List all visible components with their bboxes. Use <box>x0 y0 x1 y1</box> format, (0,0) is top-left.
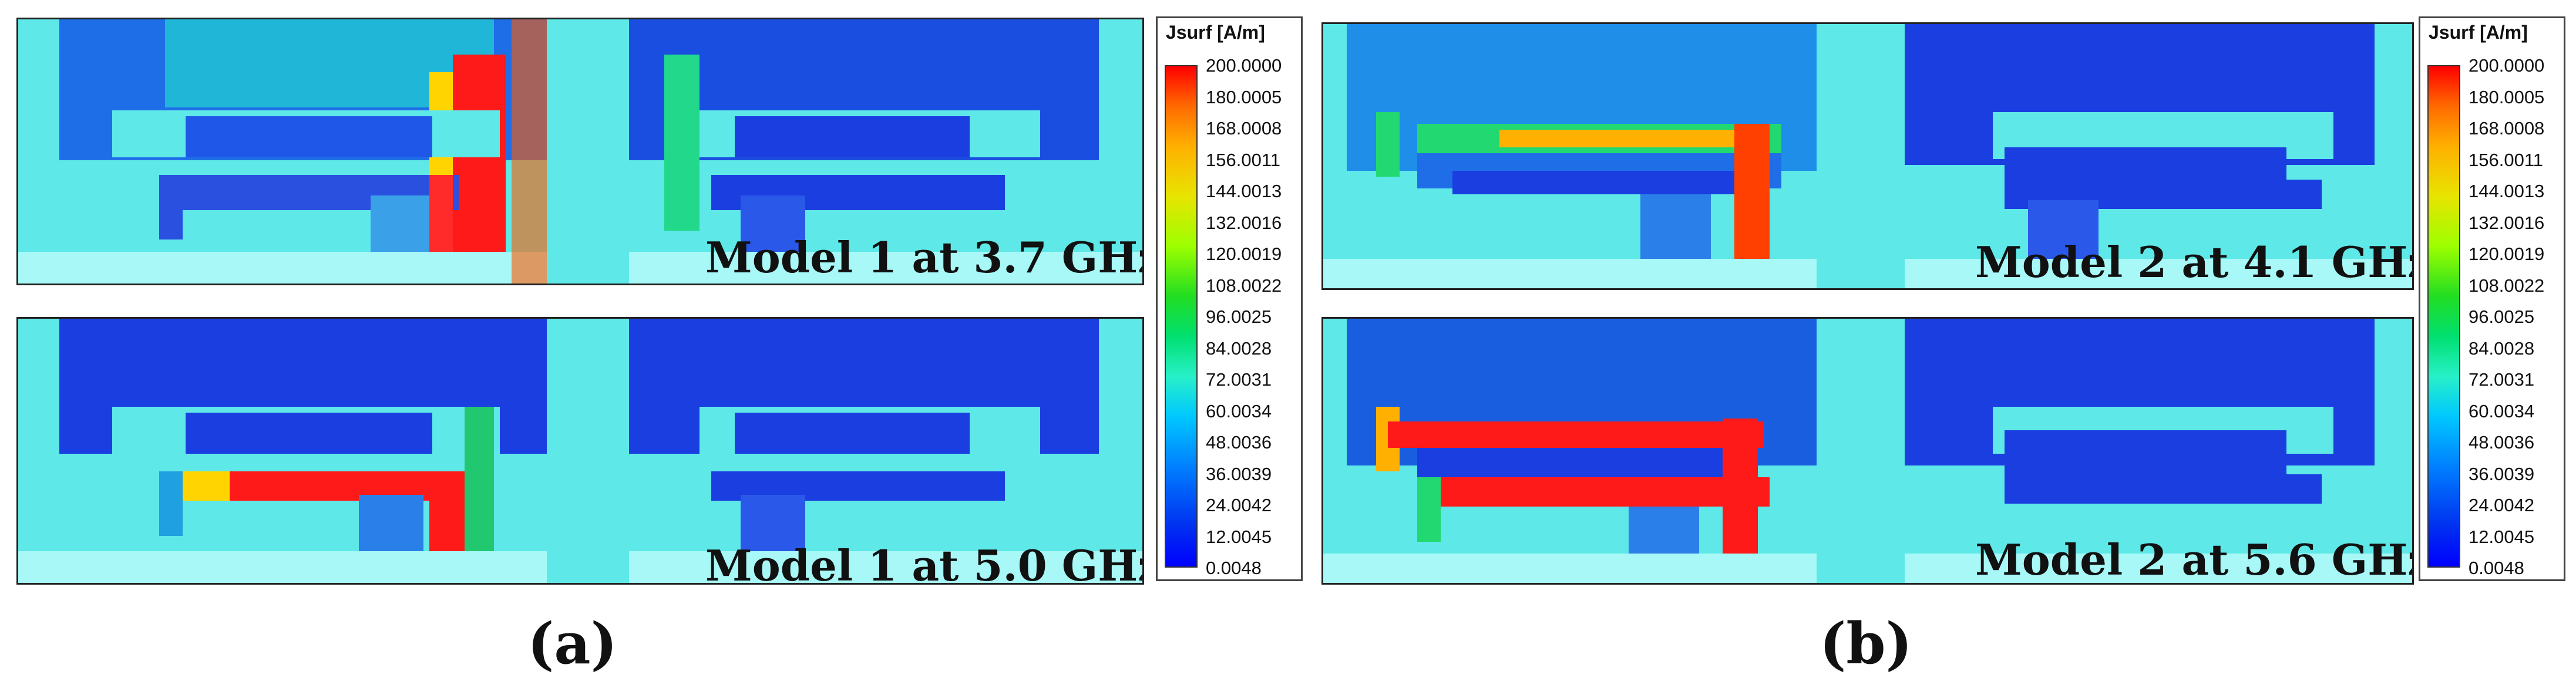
legend-tick-label: 24.0042 <box>1206 495 1272 515</box>
legend-tick-label: 48.0036 <box>2469 432 2535 453</box>
legend-tick-label: 84.0028 <box>1206 338 1272 359</box>
legend-title: Jsurf [A/m] <box>1166 22 1265 43</box>
legend-tick-label: 120.0019 <box>2469 244 2545 264</box>
legend-tick-label: 180.0005 <box>1206 86 1282 107</box>
legend-tick-label: 180.0005 <box>2469 86 2545 107</box>
caption-a: (a) <box>527 610 618 677</box>
caption-b: (b) <box>1820 610 1912 677</box>
legend-tick-label: 200.0000 <box>2469 55 2545 76</box>
panel-model2-4-1ghz: Model 2 at 4.1 GHz <box>1321 22 2414 290</box>
current-distribution-plot <box>18 319 1142 583</box>
model-label: Model 2 at 5.6 GHz <box>1975 535 2414 585</box>
legend-tick-label: 72.0031 <box>1206 369 1272 390</box>
legend-tick-label: 156.0011 <box>1206 149 1280 170</box>
panel-model1-3-7ghz: Model 1 at 3.7 GHz <box>16 18 1144 285</box>
legend-tick-label: 96.0025 <box>2469 306 2535 327</box>
colorbar-legend-a: Jsurf [A/m] 200.0000 180.0005 168.0008 156.… <box>1156 16 1303 581</box>
current-distribution-plot <box>1323 24 2412 288</box>
legend-tick-label: 144.0013 <box>1206 181 1282 201</box>
legend-tick-label: 144.0013 <box>2469 181 2545 201</box>
legend-tick-label: 60.0034 <box>1206 400 1272 421</box>
legend-tick-label: 12.0045 <box>2469 526 2535 547</box>
current-distribution-plot <box>18 19 1142 284</box>
legend-tick-label: 36.0039 <box>1206 463 1272 484</box>
legend-tick-label: 12.0045 <box>1206 526 1272 547</box>
legend-tick-label: 200.0000 <box>1206 55 1282 76</box>
legend-tick-label: 120.0019 <box>1206 244 1282 264</box>
legend-tick-label: 0.0048 <box>1206 558 1262 578</box>
model-label: Model 2 at 4.1 GHz <box>1975 237 2414 287</box>
legend-tick-label: 36.0039 <box>2469 463 2535 484</box>
colorbar <box>2427 65 2460 568</box>
legend-tick-label: 60.0034 <box>2469 400 2535 421</box>
panel-model2-5-6ghz: Model 2 at 5.6 GHz <box>1321 317 2414 585</box>
legend-tick-label: 132.0016 <box>2469 212 2545 233</box>
legend-tick-label: 156.0011 <box>2469 149 2543 170</box>
legend-tick-label: 168.0008 <box>2469 118 2545 139</box>
legend-tick-label: 108.0022 <box>2469 275 2545 296</box>
legend-tick-label: 168.0008 <box>1206 118 1282 139</box>
model-label: Model 1 at 3.7 GHz <box>705 232 1144 282</box>
legend-tick-label: 0.0048 <box>2469 558 2524 578</box>
colorbar-legend-b: Jsurf [A/m] 200.0000 180.0005 168.0008 156.… <box>2419 16 2565 581</box>
current-distribution-plot <box>1323 319 2412 583</box>
legend-tick-label: 108.0022 <box>1206 275 1282 296</box>
model-label: Model 1 at 5.0 GHz <box>705 541 1144 585</box>
legend-tick-label: 132.0016 <box>1206 212 1282 233</box>
legend-title: Jsurf [A/m] <box>2429 22 2528 43</box>
colorbar <box>1165 65 1198 568</box>
legend-tick-label: 48.0036 <box>1206 432 1272 453</box>
legend-tick-label: 96.0025 <box>1206 306 1272 327</box>
legend-tick-label: 84.0028 <box>2469 338 2535 359</box>
panel-model1-5-0ghz: Model 1 at 5.0 GHz <box>16 317 1144 585</box>
legend-tick-label: 24.0042 <box>2469 495 2535 515</box>
legend-tick-label: 72.0031 <box>2469 369 2535 390</box>
